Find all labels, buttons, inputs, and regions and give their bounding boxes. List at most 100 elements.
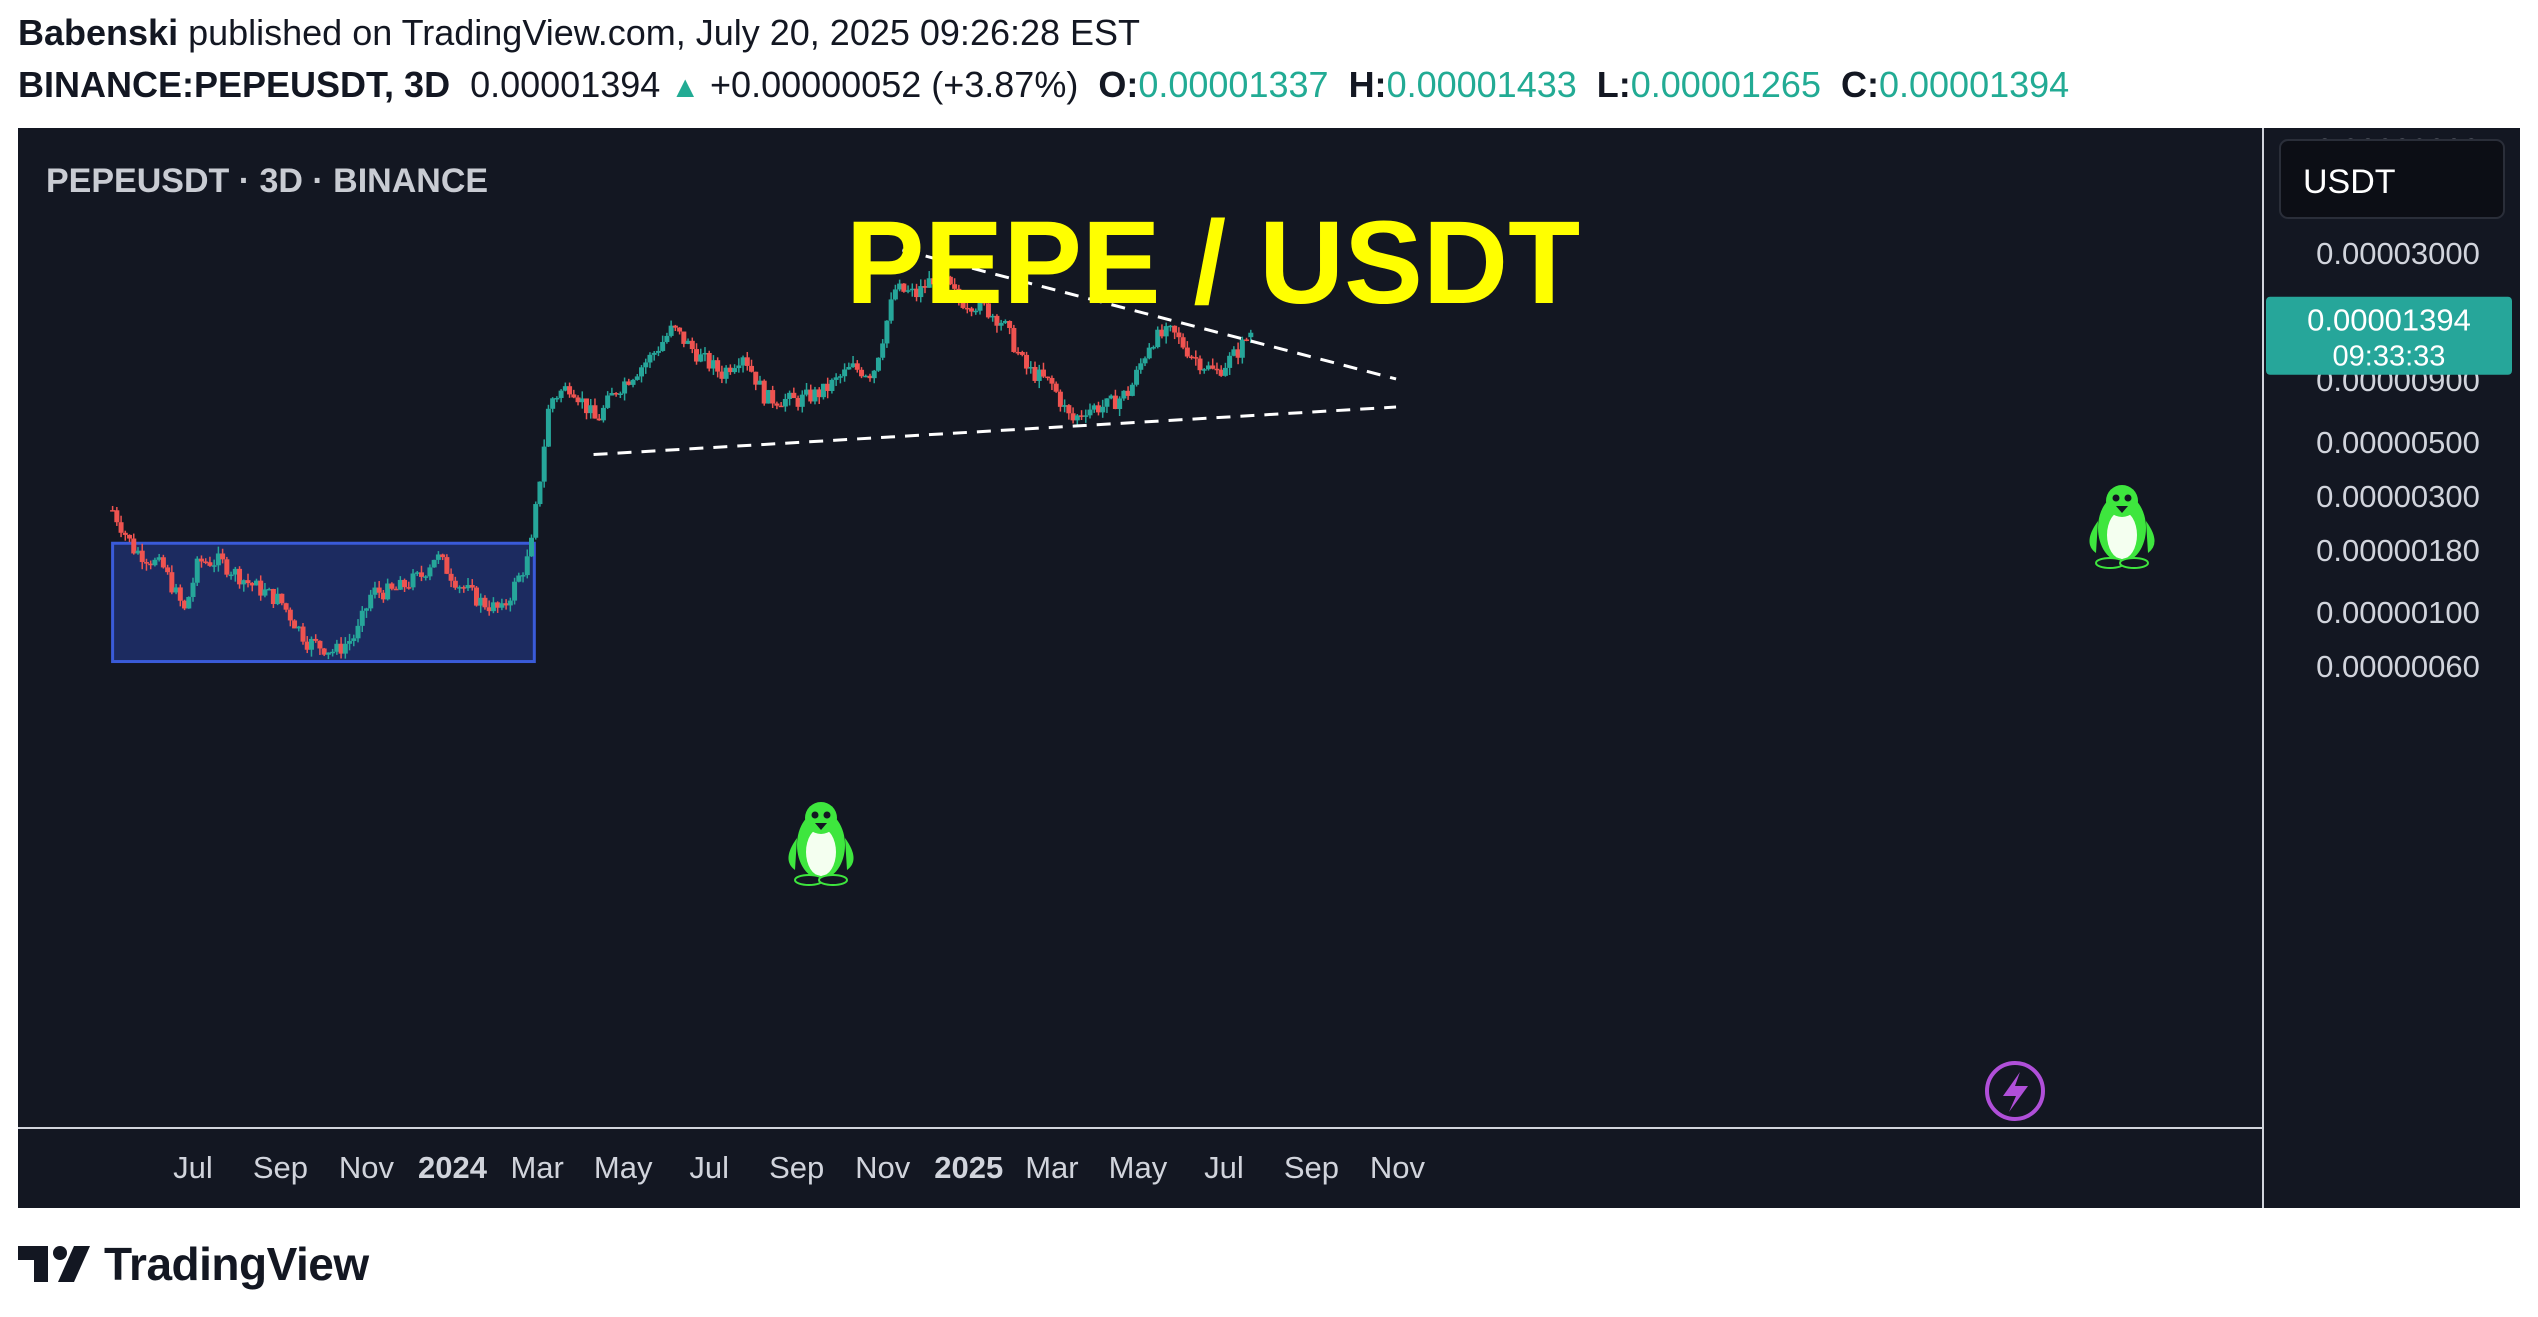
candle[interactable] xyxy=(490,597,496,614)
candle[interactable] xyxy=(816,387,822,404)
candle[interactable] xyxy=(1024,351,1030,375)
candle[interactable] xyxy=(528,534,534,557)
candle[interactable] xyxy=(334,639,340,655)
candle[interactable] xyxy=(118,515,124,538)
candle[interactable] xyxy=(1134,366,1140,387)
candle[interactable] xyxy=(275,587,281,606)
candle[interactable] xyxy=(224,556,230,578)
candle[interactable] xyxy=(1028,361,1034,374)
candle[interactable] xyxy=(626,378,632,386)
candle[interactable] xyxy=(952,278,958,295)
candle[interactable] xyxy=(520,572,526,583)
candle[interactable] xyxy=(486,600,492,616)
candle[interactable] xyxy=(186,596,192,609)
candle[interactable] xyxy=(1049,375,1055,391)
candle[interactable] xyxy=(347,633,353,651)
candle[interactable] xyxy=(639,365,645,383)
candle[interactable] xyxy=(541,439,547,488)
candle[interactable] xyxy=(194,556,200,586)
candle[interactable] xyxy=(1248,329,1254,343)
candle[interactable] xyxy=(1222,362,1228,377)
candle[interactable] xyxy=(732,364,738,374)
candle[interactable] xyxy=(918,279,924,303)
candle[interactable] xyxy=(985,302,991,319)
candle[interactable] xyxy=(575,395,581,406)
candle[interactable] xyxy=(122,530,128,541)
candle[interactable] xyxy=(1244,337,1250,342)
candle[interactable] xyxy=(863,374,869,378)
candle[interactable] xyxy=(579,391,585,409)
candle[interactable] xyxy=(749,359,755,373)
candle[interactable] xyxy=(956,284,962,306)
candle[interactable] xyxy=(930,273,936,292)
candle[interactable] xyxy=(846,362,852,370)
candle[interactable] xyxy=(241,579,247,592)
candle[interactable] xyxy=(482,595,488,610)
candle[interactable] xyxy=(994,314,1000,333)
candle[interactable] xyxy=(211,559,217,573)
candle[interactable] xyxy=(1015,347,1021,356)
candle[interactable] xyxy=(973,308,979,315)
candle[interactable] xyxy=(854,360,860,373)
candle[interactable] xyxy=(617,391,623,399)
candle[interactable] xyxy=(651,351,657,361)
candle[interactable] xyxy=(689,337,695,354)
candle[interactable] xyxy=(1231,346,1237,357)
candle[interactable] xyxy=(850,356,856,368)
candle[interactable] xyxy=(207,556,213,567)
candle[interactable] xyxy=(880,339,886,361)
candle[interactable] xyxy=(537,481,543,507)
candle[interactable] xyxy=(423,575,429,581)
candle[interactable] xyxy=(981,296,987,306)
candle[interactable] xyxy=(1019,350,1025,357)
candle[interactable] xyxy=(368,589,374,612)
candle[interactable] xyxy=(135,547,141,555)
candle[interactable] xyxy=(909,283,915,297)
candle[interactable] xyxy=(1002,319,1008,324)
candle[interactable] xyxy=(698,348,704,363)
candle[interactable] xyxy=(1184,341,1190,359)
candle[interactable] xyxy=(1121,390,1127,401)
candle[interactable] xyxy=(765,389,771,404)
candle[interactable] xyxy=(1036,364,1042,389)
candle[interactable] xyxy=(757,375,763,385)
candle[interactable] xyxy=(304,636,310,654)
candle[interactable] xyxy=(727,364,733,375)
candle[interactable] xyxy=(1167,324,1173,332)
candle[interactable] xyxy=(1227,352,1233,375)
candle[interactable] xyxy=(279,593,285,606)
candle[interactable] xyxy=(131,533,137,555)
candle[interactable] xyxy=(1095,401,1101,416)
candle[interactable] xyxy=(1057,389,1063,412)
candle[interactable] xyxy=(1011,324,1017,353)
candle[interactable] xyxy=(287,607,293,627)
candle[interactable] xyxy=(410,569,416,591)
candle[interactable] xyxy=(943,273,949,279)
candle[interactable] xyxy=(1163,322,1169,344)
candle[interactable] xyxy=(165,564,171,575)
candle[interactable] xyxy=(499,598,505,611)
candle[interactable] xyxy=(182,599,188,611)
candle[interactable] xyxy=(355,619,361,643)
candle[interactable] xyxy=(723,365,729,384)
candle[interactable] xyxy=(829,378,835,394)
candle[interactable] xyxy=(308,636,314,657)
trendline[interactable] xyxy=(593,405,1397,457)
candle[interactable] xyxy=(376,581,382,599)
candle[interactable] xyxy=(706,350,712,372)
candle[interactable] xyxy=(859,367,865,379)
candle[interactable] xyxy=(198,555,204,568)
candle[interactable] xyxy=(884,320,890,348)
candle[interactable] xyxy=(173,583,179,595)
candle[interactable] xyxy=(875,357,881,372)
candle[interactable] xyxy=(761,379,767,406)
candle[interactable] xyxy=(613,392,619,397)
candle[interactable] xyxy=(296,625,302,632)
candle[interactable] xyxy=(524,549,530,579)
candle[interactable] xyxy=(1083,409,1089,423)
candle[interactable] xyxy=(1210,358,1216,370)
candle[interactable] xyxy=(393,586,399,591)
candle[interactable] xyxy=(342,637,348,659)
candle[interactable] xyxy=(596,414,602,421)
candle[interactable] xyxy=(1172,325,1178,340)
